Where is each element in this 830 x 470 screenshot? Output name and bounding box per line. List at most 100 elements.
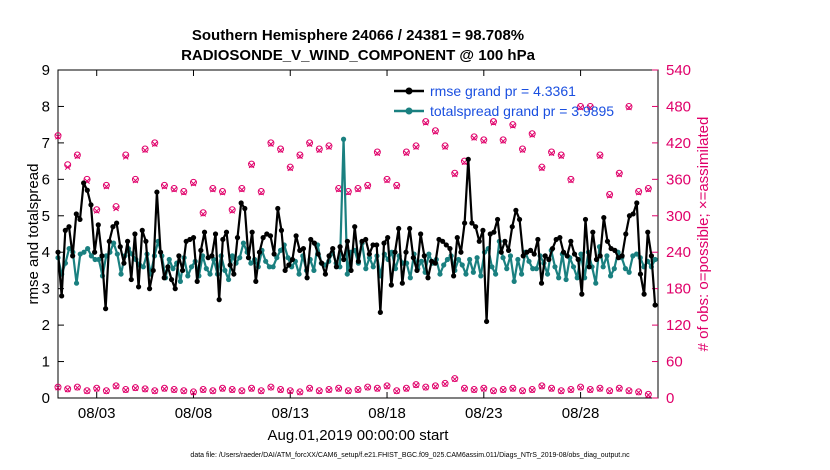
obs-assimilated-marker (190, 389, 197, 396)
totalspread-point (185, 273, 191, 279)
obs-possible-marker (54, 383, 62, 391)
totalspread-point (507, 253, 514, 259)
obs-possible-marker (170, 184, 178, 192)
obs-assimilated-marker (635, 189, 642, 196)
obs-possible-marker (267, 383, 275, 391)
obs-assimilated-marker (287, 165, 294, 172)
obs-assimilated-marker (248, 162, 255, 169)
rmse-point (443, 242, 449, 248)
obs-possible-marker (548, 384, 556, 392)
obs-possible-marker (451, 375, 459, 383)
totalspread-point (622, 266, 629, 272)
totalspread-point (240, 240, 247, 246)
obs-assimilated-marker (180, 388, 187, 395)
obs-possible-marker (441, 142, 449, 150)
obs-possible-marker (402, 148, 410, 156)
totalspread-point (478, 273, 484, 279)
obs-possible-marker (296, 388, 304, 396)
rmse-point (150, 267, 156, 274)
y-tick-label: 9 (42, 62, 50, 79)
y-tick-label: 5 (42, 208, 50, 225)
x-tick-label: 08/23 (465, 405, 503, 422)
obs-possible-marker (519, 145, 527, 153)
totalspread-point (600, 264, 606, 270)
obs-possible-marker (228, 206, 236, 214)
obs-assimilated-marker (55, 133, 61, 140)
rmse-point (418, 231, 424, 237)
obs-assimilated-marker (539, 383, 545, 390)
totalspread-point (188, 264, 195, 270)
obs-assimilated-marker (568, 177, 574, 184)
obs-possible-marker (199, 385, 207, 393)
rmse-point (637, 271, 644, 277)
obs-assimilated-marker (93, 208, 100, 214)
legend: rmse grand pr = 4.3361 totalspread grand… (394, 83, 614, 119)
obs-assimilated-marker (587, 104, 594, 111)
obs-assimilated-marker (219, 189, 226, 196)
rmse-point (176, 253, 182, 259)
obs-assimilated-marker (626, 104, 632, 111)
obs-assimilated-marker (529, 132, 536, 138)
rmse-point (498, 249, 504, 255)
rmse-point (652, 302, 658, 308)
obs-assimilated-marker (519, 147, 526, 154)
obs-assimilated-marker (548, 386, 555, 392)
rmse-point (106, 238, 112, 244)
rmse-point (531, 251, 537, 257)
totalspread-point (366, 255, 373, 261)
totalspread-point (533, 266, 540, 272)
rmse-point (157, 249, 164, 255)
obs-possible-marker (335, 384, 343, 392)
obs-possible-marker (248, 160, 256, 168)
obs-possible-marker (577, 383, 585, 391)
rmse-point (242, 205, 248, 212)
data-file-footnote: data file: /Users/raeder/DAI/ATM_forcXX/… (190, 452, 630, 459)
y2-tick-label: 0 (666, 390, 674, 407)
obs-possible-marker (431, 127, 439, 135)
y-tick-label: 8 (42, 98, 50, 115)
totalspread-point (463, 271, 469, 277)
rmse-point (315, 251, 321, 257)
obs-assimilated-marker (209, 388, 216, 395)
obs-possible-marker (73, 383, 81, 391)
rmse-point (619, 253, 625, 259)
rmse-point (103, 306, 109, 312)
obs-assimilated-marker (219, 386, 226, 392)
rmse-point (322, 271, 329, 277)
obs-possible-marker (567, 385, 575, 393)
y-tick-label: 4 (42, 244, 50, 261)
obs-assimilated-marker (480, 138, 487, 144)
rmse-point (161, 275, 167, 281)
totalspread-point (511, 278, 517, 284)
legend-spread-marker (405, 107, 413, 115)
obs-assimilated-marker (258, 189, 265, 196)
totalspread-point (633, 251, 640, 257)
obs-possible-marker (451, 169, 459, 177)
rmse-point (267, 233, 274, 239)
totalspread-point (489, 264, 495, 270)
y-axis-right: 0 60 120 180 240 300 360 420 480 540 (652, 62, 691, 407)
obs-assimilated-marker (548, 150, 555, 157)
obs-assimilated-marker (577, 104, 584, 111)
totalspread-point (222, 267, 228, 274)
obs-assimilated-marker (239, 388, 245, 395)
obs-assimilated-marker (558, 153, 565, 160)
obs-possible-marker (306, 384, 314, 392)
obs-possible-marker (238, 387, 246, 395)
obs-possible-marker (383, 175, 391, 183)
obs-possible-marker (586, 102, 594, 110)
obs-assimilated-marker (345, 388, 352, 395)
rmse-point (125, 238, 131, 244)
obs-possible-marker (528, 385, 536, 393)
totalspread-point (111, 240, 117, 246)
totalspread-point (66, 245, 72, 252)
rmse-point (231, 271, 237, 277)
totalspread-point (570, 264, 577, 270)
obs-possible-marker (412, 381, 420, 389)
obs-assimilated-marker (122, 154, 129, 160)
totalspread-point (607, 273, 614, 279)
obs-possible-marker (257, 387, 265, 395)
plot-area (57, 69, 659, 399)
rmse-point (648, 253, 655, 259)
